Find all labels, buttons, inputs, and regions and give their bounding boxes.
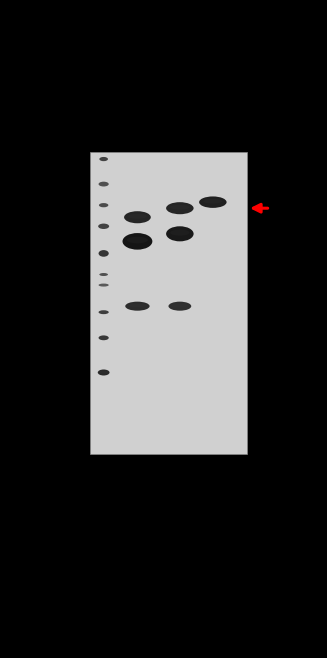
Ellipse shape — [125, 301, 150, 311]
Ellipse shape — [100, 336, 107, 338]
Ellipse shape — [98, 336, 109, 340]
Ellipse shape — [98, 224, 109, 229]
Bar — [90, 153, 248, 454]
Ellipse shape — [124, 211, 151, 223]
Ellipse shape — [101, 274, 107, 275]
Ellipse shape — [99, 157, 108, 161]
Ellipse shape — [100, 204, 107, 206]
Ellipse shape — [99, 371, 108, 373]
Ellipse shape — [99, 273, 108, 276]
Ellipse shape — [98, 310, 109, 314]
Ellipse shape — [170, 230, 189, 236]
Ellipse shape — [172, 303, 188, 307]
Ellipse shape — [98, 284, 109, 287]
Ellipse shape — [100, 225, 108, 227]
Ellipse shape — [166, 226, 194, 241]
Ellipse shape — [170, 205, 189, 210]
Ellipse shape — [98, 370, 110, 376]
Ellipse shape — [166, 202, 194, 215]
Ellipse shape — [100, 311, 107, 313]
Ellipse shape — [127, 237, 148, 243]
Ellipse shape — [100, 251, 107, 254]
Ellipse shape — [100, 183, 107, 185]
Ellipse shape — [101, 158, 107, 159]
Ellipse shape — [100, 284, 107, 286]
Ellipse shape — [98, 250, 109, 257]
Ellipse shape — [203, 199, 222, 203]
Ellipse shape — [99, 203, 108, 207]
Ellipse shape — [128, 214, 147, 218]
Ellipse shape — [129, 303, 146, 307]
Ellipse shape — [98, 182, 109, 186]
Ellipse shape — [199, 197, 227, 208]
Ellipse shape — [168, 301, 191, 311]
Ellipse shape — [123, 233, 152, 249]
